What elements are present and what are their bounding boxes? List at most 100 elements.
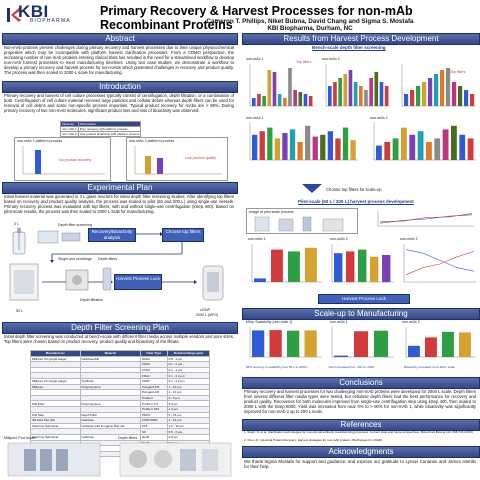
pilot-bioreactor-icon bbox=[9, 263, 39, 301]
intro-table-cell: non-mAb 2 bbox=[60, 131, 79, 137]
depth-filter-header: Depth Filter Screening Plan bbox=[2, 322, 238, 334]
filter-table-cell: 3 - 5 µm bbox=[166, 394, 211, 402]
filter-table-cell bbox=[79, 439, 142, 447]
harvest-process-lock-box: Harvest Process Lock bbox=[114, 274, 162, 290]
chart-bar bbox=[354, 331, 368, 357]
chart-bar bbox=[338, 78, 342, 106]
depth-filter-rig-icon bbox=[37, 230, 81, 244]
filter-table-header: Nominal Range (µm) bbox=[166, 350, 211, 357]
abstract-text: Non-mAb proteins present challenges duri… bbox=[4, 45, 234, 75]
recovery-analysis-box: Recovery/Bioactivity analysis bbox=[88, 228, 136, 242]
filter-table-row: Pall Stax Depth Filter PDK5 5 - 15 µm bbox=[30, 411, 211, 419]
chart-bar bbox=[328, 86, 332, 106]
filter-table-cell: Cellulose/DE bbox=[79, 355, 142, 363]
chart-bar bbox=[376, 145, 382, 160]
filter-table-row: C0HC 0.1 - 4 µm bbox=[30, 366, 211, 374]
chart-bar bbox=[404, 94, 409, 106]
chart-bar bbox=[369, 78, 373, 106]
filter-table-cell bbox=[79, 405, 142, 413]
pilot-line-chart bbox=[403, 244, 476, 283]
conclusions-text: Primary recovery and harvest processes f… bbox=[244, 389, 476, 414]
chart-bar bbox=[392, 138, 399, 160]
filter-table-row: Millipore X0 (single stage) Synthetic X0SP… bbox=[30, 378, 211, 385]
chart-bar bbox=[342, 127, 349, 160]
scale-note-3: Bioactivity increased up to 200 L scale bbox=[404, 365, 455, 369]
top-filters-label-2: Top filters bbox=[450, 70, 466, 74]
chart-axis bbox=[403, 244, 476, 283]
filtration-label: Depth filtration bbox=[80, 298, 104, 302]
chart-bar bbox=[252, 330, 265, 357]
reference-2: 2. Chen, D. Industrial Protein Recovery:… bbox=[244, 438, 383, 442]
top-filters-label: Top filters bbox=[296, 60, 312, 64]
chart-line bbox=[379, 214, 473, 224]
choose-filters-box: Choose top filters bbox=[162, 228, 204, 242]
chart-axis bbox=[377, 210, 474, 227]
chart-bar bbox=[416, 86, 421, 106]
filter-table-cell: 0.5 - 5 µm bbox=[166, 428, 211, 435]
chart-bar bbox=[288, 68, 292, 106]
scale-chart-2 bbox=[331, 327, 394, 358]
acknowledgments-text: We thank Sigma Mostafa for support and g… bbox=[244, 459, 476, 469]
filter-table-cell: Depth Filter bbox=[79, 411, 142, 419]
filter-table-cell: Synthetic bbox=[79, 378, 142, 385]
chart-bar bbox=[305, 125, 311, 160]
chart-bar bbox=[458, 86, 463, 106]
bench-chart-5 bbox=[373, 122, 476, 161]
chart-axis bbox=[249, 64, 314, 107]
bench-title: Bench-scale depth filter screening bbox=[312, 45, 386, 50]
glass-reactor-icon bbox=[12, 228, 26, 255]
filter-table-row: Pall Filter Polypropylene Profile II 3.0 3.… bbox=[30, 400, 211, 407]
chart-bar bbox=[282, 133, 288, 160]
chart-bar bbox=[308, 96, 313, 106]
chart-bar bbox=[384, 86, 389, 106]
chart-bar bbox=[417, 131, 424, 160]
chart-bar bbox=[312, 136, 318, 160]
chart-bar bbox=[272, 72, 277, 106]
filter-table-cell: 0.8 - 4 µm bbox=[166, 355, 211, 363]
filter-table-cell: 1 - 10 µm bbox=[166, 417, 211, 424]
chart-bar bbox=[459, 134, 466, 160]
chart-axis bbox=[249, 122, 358, 161]
filter-table-cell: 0.1 - 0.2 µm bbox=[166, 372, 211, 379]
filter-table-body: Millipore X0 (single stage) Cellulose/DE D… bbox=[30, 355, 211, 458]
intro-right-bar bbox=[157, 158, 163, 174]
filter-table-cell bbox=[79, 366, 142, 374]
bench-chart-1 bbox=[249, 64, 314, 107]
pod-holder-label: Millipore Pod holder bbox=[4, 436, 36, 440]
bench-mab1-label-b: non-mAb 1 bbox=[246, 116, 264, 120]
chart-bar bbox=[409, 134, 416, 160]
bench-chart-2 bbox=[325, 64, 390, 107]
cgmp-label: cGMP bbox=[200, 308, 210, 312]
chart-bar bbox=[410, 90, 415, 106]
chart-bar bbox=[451, 125, 457, 160]
pilot-pic-caption: Image of pilot scale process bbox=[249, 210, 294, 214]
filter-table-row: F0HC 0.1 - 0.2 µm bbox=[30, 372, 211, 379]
bench-mab2-label-b: non-mAb 2 bbox=[370, 116, 388, 120]
chart-bar bbox=[426, 142, 432, 160]
chart-bar bbox=[252, 98, 256, 106]
filter-table-cell bbox=[79, 372, 142, 379]
scale-up-arrow-icon bbox=[302, 184, 322, 193]
bench-mab1-label: non-mAb 1 bbox=[246, 57, 264, 61]
chart-bar bbox=[434, 138, 441, 160]
intro-left-bars bbox=[22, 146, 105, 175]
filter-table-cell bbox=[79, 394, 142, 402]
filter-table-cell: Cellulose bbox=[79, 433, 142, 441]
intro-chart-right-title: non-mAb 2 platform process bbox=[129, 139, 175, 143]
filter-table-row: Polygard-CR 2 - 10 µm bbox=[30, 389, 211, 396]
scale-chart-1 bbox=[249, 327, 322, 358]
sucen-label: Single-use centrifuge bbox=[58, 257, 92, 261]
poster-title: Primary Recovery & Harvest Processes for… bbox=[100, 4, 413, 32]
chart-axis bbox=[373, 122, 476, 161]
chart-bar bbox=[298, 92, 303, 106]
reference-1: 1. Singh, N. et al. Clarification techno… bbox=[244, 430, 474, 434]
filter-table-cell: 2 - 10 µm bbox=[166, 389, 211, 396]
bench-chart-3 bbox=[401, 64, 476, 107]
scale-note-1: 95% recovery in scalability from 50 L to… bbox=[246, 365, 309, 369]
logo-subtext: BIOPHARMA bbox=[30, 18, 71, 24]
chart-bar bbox=[269, 330, 282, 357]
choose-top-filters-text: Choose top filters for scale-up bbox=[326, 187, 382, 192]
chart-bar bbox=[452, 82, 457, 106]
acknowledgments-header: Acknowledgments bbox=[242, 446, 480, 458]
chart-bar bbox=[434, 74, 439, 106]
